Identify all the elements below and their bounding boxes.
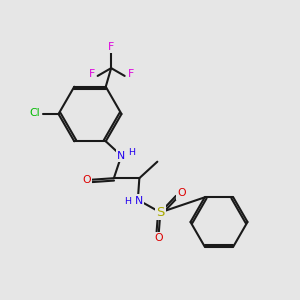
Text: F: F bbox=[128, 69, 134, 80]
Text: N: N bbox=[117, 151, 125, 161]
Text: O: O bbox=[154, 233, 163, 244]
Text: N: N bbox=[135, 196, 143, 206]
Text: O: O bbox=[178, 188, 186, 199]
Text: O: O bbox=[82, 175, 91, 185]
Text: H: H bbox=[124, 197, 131, 206]
Text: F: F bbox=[108, 41, 114, 52]
Text: F: F bbox=[88, 69, 95, 80]
Text: Cl: Cl bbox=[29, 108, 40, 118]
Text: H: H bbox=[128, 148, 135, 157]
Text: S: S bbox=[156, 206, 164, 219]
